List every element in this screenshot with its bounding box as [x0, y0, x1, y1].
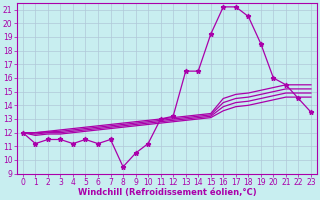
X-axis label: Windchill (Refroidissement éolien,°C): Windchill (Refroidissement éolien,°C): [77, 188, 256, 197]
